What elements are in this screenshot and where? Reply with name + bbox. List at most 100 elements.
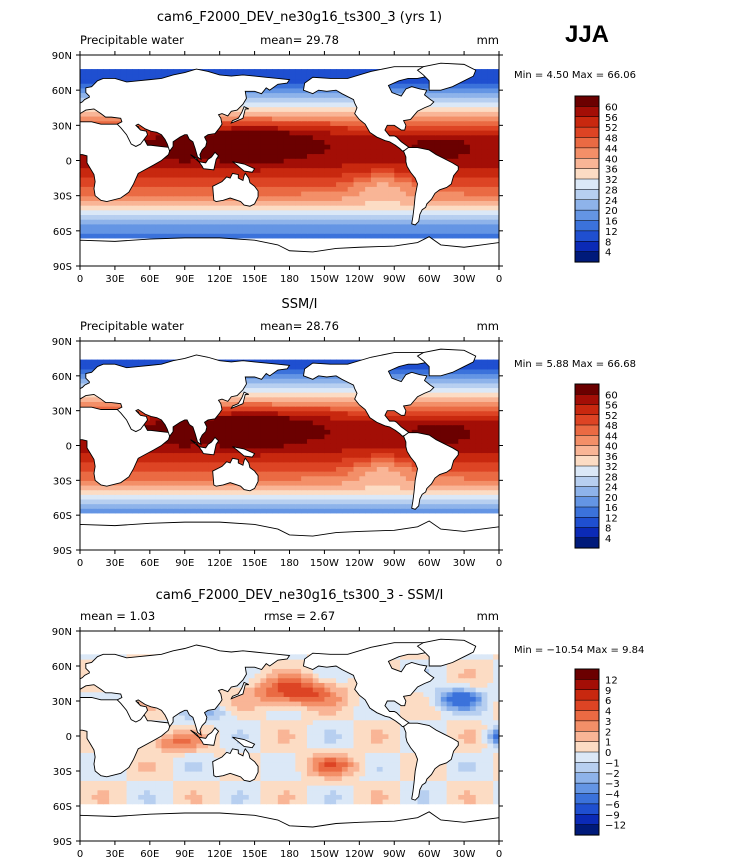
field-cell	[388, 494, 395, 500]
field-cell	[312, 106, 320, 112]
field-cell	[126, 200, 133, 206]
field-cell	[248, 162, 256, 169]
field-cell	[423, 396, 430, 402]
field-cell	[126, 489, 133, 495]
field-cell	[173, 438, 180, 444]
field-cell	[248, 130, 256, 136]
field-cell	[237, 415, 244, 421]
field-cell	[324, 167, 331, 173]
field-cell	[283, 190, 291, 197]
field-cell	[254, 186, 261, 192]
field-cell	[155, 73, 163, 80]
colorbar-label: 56	[605, 113, 618, 124]
field-cell	[184, 153, 192, 159]
field-cell	[434, 209, 442, 216]
field-cell	[469, 378, 477, 384]
field-cell	[382, 223, 390, 230]
field-cell	[452, 153, 459, 159]
field-cell	[388, 480, 395, 486]
field-cell	[196, 219, 203, 225]
field-cell	[376, 144, 384, 150]
field-cell	[202, 176, 209, 183]
field-cell	[481, 480, 488, 486]
field-cell	[208, 144, 215, 150]
field-cell	[458, 447, 465, 454]
field-cell	[184, 205, 192, 211]
field-cell	[178, 200, 186, 206]
field-cell	[272, 162, 279, 169]
field-cell	[237, 429, 244, 435]
field-cell	[231, 115, 238, 122]
colorbar-swatch	[574, 126, 600, 139]
field-cell	[464, 97, 471, 103]
field-cell	[324, 494, 331, 500]
field-cell	[330, 162, 337, 169]
field-cell	[359, 475, 366, 481]
field-cell	[196, 443, 203, 449]
colorbar-label: 40	[605, 154, 618, 165]
field-cell	[318, 433, 326, 440]
field-cell	[306, 443, 314, 449]
field-cell	[219, 233, 227, 239]
field-cell	[155, 167, 163, 173]
field-cell	[370, 223, 378, 230]
field-cell	[254, 144, 261, 150]
field-cell	[242, 443, 250, 449]
field-cell	[144, 73, 151, 80]
field-cell	[382, 205, 390, 211]
field-cell	[266, 69, 273, 75]
field-cell	[388, 87, 395, 94]
field-cell	[85, 167, 93, 173]
field-cell	[452, 139, 459, 145]
field-cell	[109, 406, 116, 412]
field-cell	[161, 158, 168, 164]
field-cell	[97, 115, 104, 122]
field-cell	[144, 167, 151, 173]
field-cell	[306, 73, 314, 80]
field-cell	[289, 195, 296, 201]
field-cell	[481, 429, 488, 435]
field-cell	[359, 134, 366, 140]
field-cell	[277, 144, 285, 150]
field-cell	[382, 139, 390, 145]
field-cell	[219, 228, 227, 234]
field-cell	[301, 410, 308, 416]
field-cell	[144, 205, 151, 211]
field-cell	[254, 130, 261, 136]
field-cell	[184, 447, 192, 454]
field-cell	[330, 438, 337, 444]
field-cell	[400, 443, 407, 449]
field-cell	[266, 484, 273, 491]
field-cell	[266, 508, 273, 514]
field-cell	[190, 214, 197, 220]
field-cell	[144, 172, 151, 178]
field-cell	[347, 228, 355, 234]
field-cell	[481, 424, 488, 430]
field-cell	[283, 489, 291, 495]
field-cell	[388, 433, 395, 440]
field-cell	[85, 78, 93, 84]
field-cell	[260, 498, 267, 505]
field-cell	[336, 228, 343, 234]
field-cell	[336, 101, 343, 108]
field-cell	[376, 219, 384, 225]
field-cell	[277, 167, 285, 173]
field-cell	[272, 209, 279, 216]
field-cell	[190, 471, 197, 477]
field-cell	[306, 181, 314, 187]
field-cell	[353, 69, 360, 75]
field-cell	[382, 452, 390, 458]
field-cell	[173, 69, 180, 75]
field-cell	[149, 176, 157, 183]
field-cell	[493, 452, 499, 458]
field-cell	[167, 176, 174, 183]
field-cell	[429, 219, 436, 225]
field-cell	[85, 181, 93, 187]
field-cell	[400, 447, 407, 454]
field-cell	[411, 508, 419, 514]
field-cell	[464, 415, 471, 421]
field-cell	[178, 158, 186, 164]
field-cell	[289, 130, 296, 136]
field-cell	[173, 457, 180, 463]
